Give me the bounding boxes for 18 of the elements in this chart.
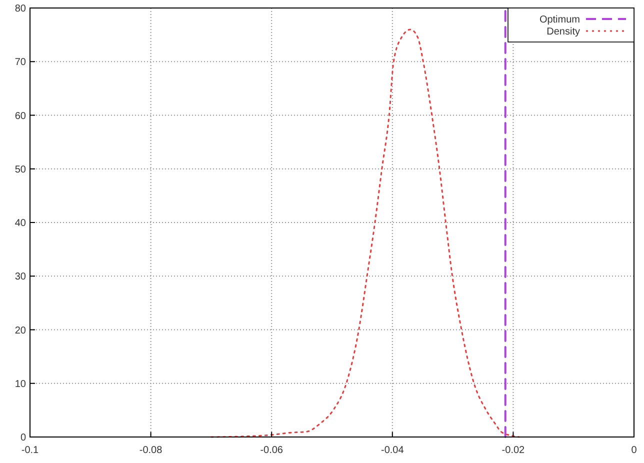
y-tick-label: 60	[14, 110, 26, 122]
x-tick-label: -0.1	[21, 445, 40, 456]
legend-label: Optimum	[539, 14, 580, 26]
y-tick-label: 70	[14, 57, 26, 68]
y-tick-label: 80	[14, 4, 26, 14]
y-tick-label: 30	[14, 272, 26, 283]
y-tick-label: 50	[14, 164, 26, 176]
x-tick-label: 0	[631, 445, 638, 456]
y-tick-label: 10	[14, 378, 26, 390]
x-tick-label: -0.02	[502, 445, 526, 456]
x-tick-label: -0.04	[381, 445, 404, 456]
y-tick-label: 20	[14, 325, 26, 336]
line-series	[210, 28, 520, 438]
y-tick-label: 40	[14, 218, 26, 229]
y-tick-label: 0	[20, 432, 26, 444]
x-tick-label: -0.08	[139, 445, 163, 456]
legend-label: Density	[546, 26, 580, 38]
x-tick-label: -0.06	[260, 445, 284, 456]
